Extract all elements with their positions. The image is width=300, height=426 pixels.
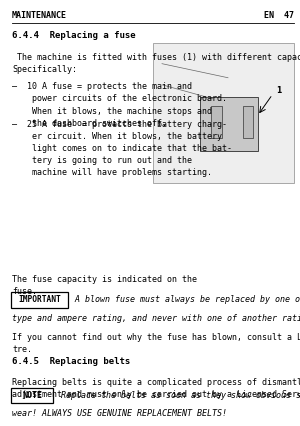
Text: 6.4.5  Replacing belts: 6.4.5 Replacing belts <box>12 357 130 366</box>
Text: MAINTENANCE: MAINTENANCE <box>12 11 67 20</box>
FancyBboxPatch shape <box>11 292 68 308</box>
Text: A blown fuse must always be replaced by one of the same: A blown fuse must always be replaced by … <box>70 295 300 305</box>
Text: The machine is fitted with fuses (1) with different capacities and functions.
Sp: The machine is fitted with fuses (1) wit… <box>12 53 300 75</box>
Text: If you cannot find out why the fuse has blown, consult a Licensed Service Cen-
t: If you cannot find out why the fuse has … <box>12 333 300 354</box>
Text: IMPORTANT: IMPORTANT <box>18 295 61 305</box>
Text: 6.4.4  Replacing a fuse: 6.4.4 Replacing a fuse <box>12 31 136 40</box>
Text: Replace the belts as soon as they show obvious signs of: Replace the belts as soon as they show o… <box>56 391 300 400</box>
Text: –  25 A fuse  = protects the battery charg-
    er circuit. When it blows, the b: – 25 A fuse = protects the battery charg… <box>12 120 232 177</box>
FancyBboxPatch shape <box>200 97 259 151</box>
FancyBboxPatch shape <box>211 106 222 138</box>
FancyBboxPatch shape <box>243 106 254 138</box>
Text: The fuse capacity is indicated on the
fuse.: The fuse capacity is indicated on the fu… <box>12 275 197 296</box>
Text: Replacing belts is quite a complicated process of dismantling and subsequent
adj: Replacing belts is quite a complicated p… <box>12 378 300 399</box>
Text: type and ampere rating, and never with one of another rating.: type and ampere rating, and never with o… <box>12 314 300 323</box>
FancyBboxPatch shape <box>153 43 294 183</box>
Text: EN  47: EN 47 <box>264 11 294 20</box>
Text: NOTE: NOTE <box>22 391 42 400</box>
Text: –  10 A fuse = protects the main and
    power circuits of the electronic board.: – 10 A fuse = protects the main and powe… <box>12 82 227 128</box>
FancyBboxPatch shape <box>11 388 53 403</box>
Text: 1: 1 <box>276 86 281 95</box>
Text: wear! ALWAYS USE GENUINE REPLACEMENT BELTS!: wear! ALWAYS USE GENUINE REPLACEMENT BEL… <box>12 409 227 418</box>
